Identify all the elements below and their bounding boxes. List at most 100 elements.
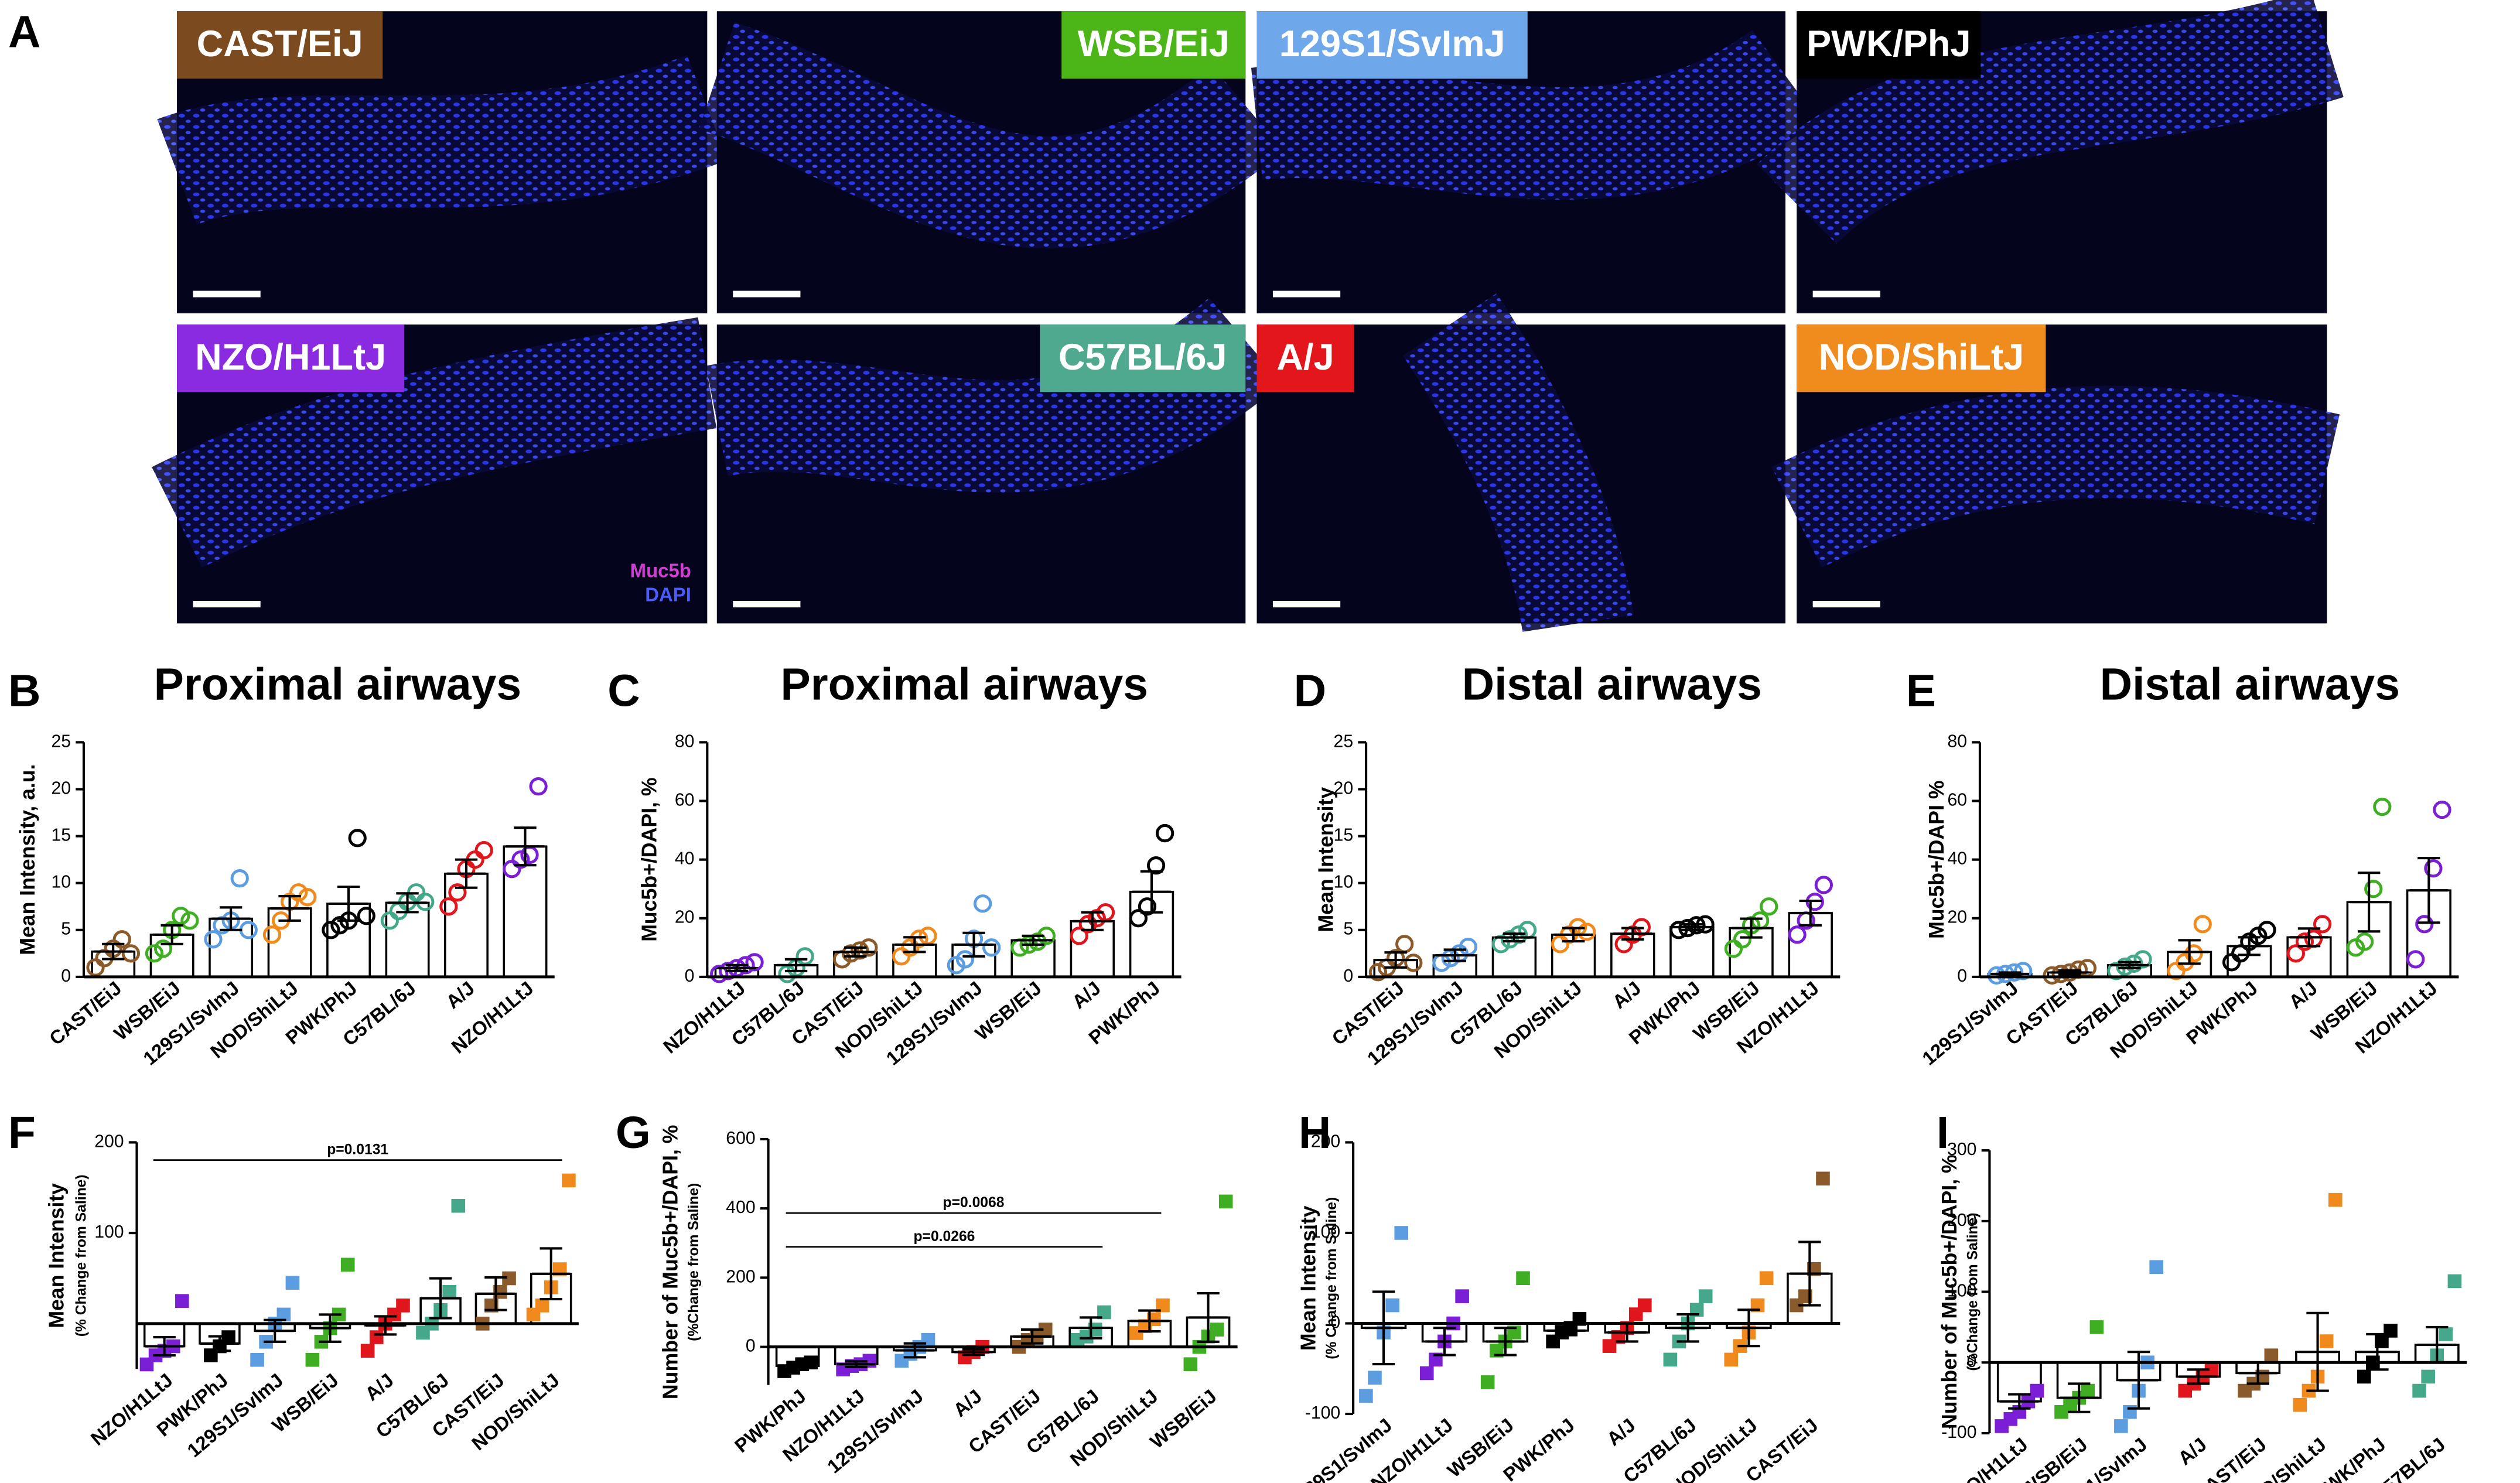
strain-label-box [1797,324,2046,392]
data-point [153,939,173,958]
y-tick-label: -100 [1941,1423,1976,1442]
y-tick-label: 0 [746,1337,756,1356]
y-tick-label: 40 [675,849,695,869]
data-point [285,1276,300,1290]
data-point [1638,1298,1652,1313]
data-point [2295,932,2314,951]
micrograph: WSB/EiJ [699,11,1284,313]
data-point [1155,823,1174,843]
bar [1610,932,1655,978]
data-point [2125,954,2143,973]
y-tick-label: 40 [1947,849,1967,869]
strain-label: CAST/EiJ [197,23,363,64]
data-point [2286,944,2305,963]
data-point [204,930,223,949]
y-axis-label: Mean Intensity [1296,1205,1320,1351]
data-point [357,907,375,925]
micrograph: 129S1/SvImJ [1251,11,1819,313]
data-point [360,1344,375,1358]
data-point [396,1299,410,1313]
data-point [2293,1397,2307,1412]
y-tick-label: 5 [61,920,71,939]
data-point [1724,1352,1739,1367]
data-point [1146,856,1166,875]
data-point [562,1173,576,1188]
data-point [348,829,367,848]
strain-label: PWK/PhJ [1807,23,1971,64]
y-tick-label: 15 [1334,826,1354,845]
x-tick-label: A/J [2285,977,2321,1013]
data-point [851,941,869,960]
y-axis-sublabel: (%Change from Saline) [686,1183,702,1341]
y-axis-sublabel: (%Change from Saline) [1965,1213,1981,1371]
data-point [1385,1298,1399,1313]
strain-label-box [1061,11,1246,79]
data-point [230,869,249,888]
data-point [973,894,992,913]
y-axis-label: Number of Muc5b+/DAPI, % [1938,1154,1961,1429]
y-tick-label: 60 [1947,790,1967,809]
data-point [250,1352,264,1367]
data-point [1218,1194,1233,1209]
data-point [2089,1320,2104,1334]
y-tick-label: 10 [51,873,71,892]
y-tick-label: 20 [1947,908,1967,927]
data-point [2415,915,2434,934]
micrograph: PWK/PhJ [1757,0,2344,313]
data-point [1663,1352,1678,1367]
x-tick-label: 129S1/SvImJ [1918,977,2022,1069]
data-point [1038,1323,1053,1337]
strain-label-box [1040,324,1246,392]
data-point [2258,921,2276,939]
data-point [1733,930,1752,949]
y-tick-label: 0 [1967,1352,1977,1371]
data-point [121,944,141,963]
strain-label: 129S1/SvImJ [1279,23,1505,64]
y-tick-label: 25 [1334,732,1354,751]
y-tick-label: 60 [675,790,695,809]
data-point [918,927,937,945]
data-point [2357,1369,2371,1384]
micrograph: NOD/ShiLtJ [1771,324,2340,624]
y-axis-sublabel: (% Change from Saline) [1324,1197,1340,1359]
data-point [448,883,467,902]
data-point [2424,859,2443,878]
data-point [2355,932,2374,951]
data-point [502,1271,516,1286]
y-axis-label: Mean Intensity [45,1183,68,1328]
data-point [1210,1323,1224,1337]
strain-label: A/J [1276,337,1334,378]
stain-legend: Muc5b [630,559,691,581]
y-tick-label: 20 [675,908,695,927]
panel-letter: F [8,1108,36,1158]
data-point [745,953,764,972]
strain-label-box [1256,324,1354,392]
x-tick-label: A/J [1603,1414,1640,1450]
data-point [1183,1357,1198,1371]
panel-letter: E [1906,665,1936,716]
significance-label: p=0.0266 [913,1229,975,1245]
data-point [439,897,458,916]
y-tick-label: -100 [1305,1403,1340,1423]
data-point [2319,1334,2334,1348]
chart-title: Distal airways [1462,659,1762,709]
data-point [910,930,928,948]
data-point [1816,1171,1830,1186]
strain-label: WSB/EiJ [1078,23,1230,64]
data-point [1368,1371,1382,1385]
y-axis-sublabel: (% Change from Saline) [74,1174,90,1337]
data-point [1395,935,1414,954]
chart-title: Proximal airways [780,659,1148,709]
data-point [2406,950,2425,969]
x-tick-label: A/J [949,1385,986,1421]
data-point [1516,1271,1530,1286]
data-point [1404,954,1423,972]
stain-legend: DAPI [645,583,691,605]
data-point [1368,963,1388,982]
strain-label-box [1256,11,1528,79]
data-point [1394,1226,1409,1240]
data-point [2114,1419,2128,1433]
x-tick-label: A/J [2174,1433,2211,1469]
data-point [2264,1348,2279,1362]
